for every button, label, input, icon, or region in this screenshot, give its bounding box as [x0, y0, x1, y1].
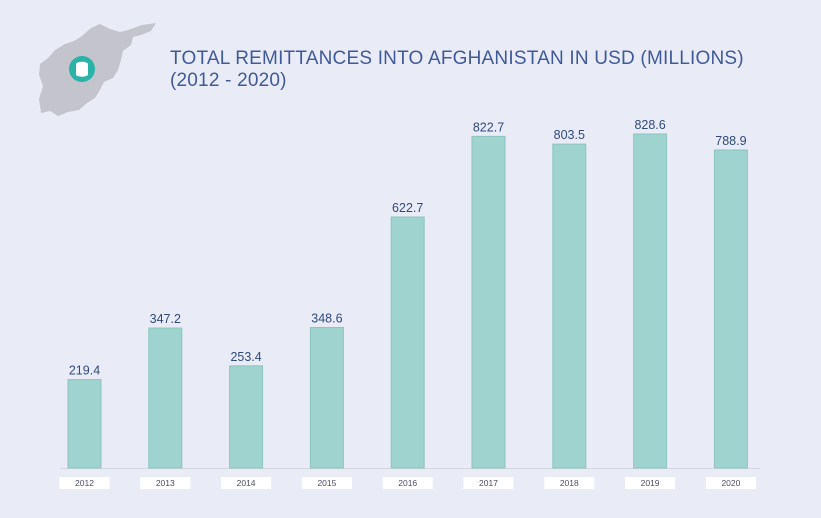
tick-label-2019: 2019 [641, 478, 660, 488]
tick-label-2014: 2014 [237, 478, 256, 488]
chart-title-block: TOTAL REMITTANCES INTO AFGHANISTAN IN US… [170, 48, 744, 92]
bar-2015 [309, 326, 344, 469]
bar-2020 [713, 149, 748, 469]
tick-box-2015 [301, 477, 352, 489]
chart-subtitle: (2012 - 2020) [170, 70, 287, 91]
tick-label-2016: 2016 [398, 478, 417, 488]
tick-label-2020: 2020 [721, 478, 740, 488]
tick-box-2013 [140, 477, 191, 489]
value-label-2013: 347.2 [150, 312, 181, 326]
bar-2012 [67, 379, 102, 469]
tick-label-2018: 2018 [560, 478, 579, 488]
bar-2016 [390, 216, 425, 469]
value-label-2015: 348.6 [311, 311, 342, 325]
bar-2018 [552, 143, 587, 469]
value-label-2014: 253.4 [230, 350, 261, 364]
bar-2019 [633, 133, 668, 469]
tick-box-2012 [59, 477, 110, 489]
tick-label-2012: 2012 [75, 478, 94, 488]
tick-box-2018 [544, 477, 595, 489]
afghanistan-map-icon [38, 20, 158, 118]
value-label-2019: 828.6 [634, 118, 665, 132]
bar-2013 [148, 327, 183, 469]
tick-box-2019 [625, 477, 676, 489]
value-label-2018: 803.5 [554, 128, 585, 142]
coins-icon [76, 61, 88, 77]
map-shape [39, 23, 156, 116]
tick-label-2015: 2015 [317, 478, 336, 488]
bar-2014 [229, 365, 264, 469]
tick-box-2020 [705, 477, 756, 489]
tick-box-2016 [382, 477, 433, 489]
value-label-2020: 788.9 [715, 134, 746, 148]
tick-box-2017 [463, 477, 514, 489]
tick-label-2017: 2017 [479, 478, 498, 488]
bar-2017 [471, 135, 506, 469]
value-label-2016: 622.7 [392, 201, 423, 215]
chart-title: TOTAL REMITTANCES INTO AFGHANISTAN IN US… [170, 48, 744, 69]
tick-label-2013: 2013 [156, 478, 175, 488]
tick-box-2014 [221, 477, 272, 489]
value-label-2017: 822.7 [473, 120, 504, 134]
value-label-2012: 219.4 [69, 364, 100, 378]
